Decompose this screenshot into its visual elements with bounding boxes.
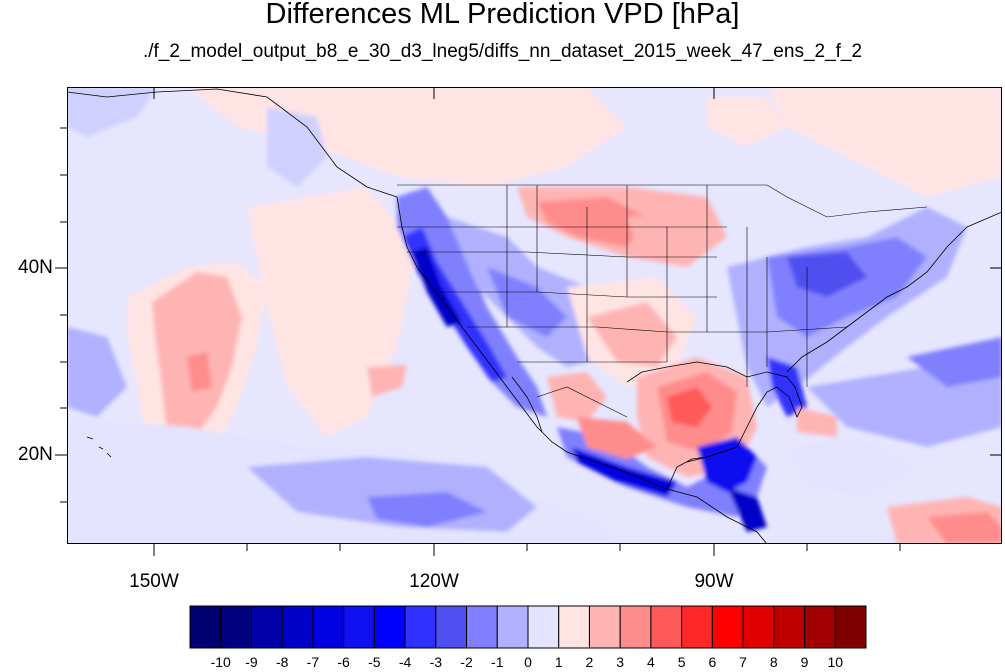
colorbar-box bbox=[588, 605, 621, 649]
field-contours bbox=[67, 87, 1002, 544]
lon-label-90w: 90W bbox=[694, 571, 734, 592]
colorbar-tick-label: -2 bbox=[460, 654, 473, 670]
colorbar-box bbox=[742, 605, 775, 649]
colorbar-tick-label: 10 bbox=[827, 654, 844, 670]
colorbar-tick-label: 4 bbox=[647, 654, 655, 670]
colorbar-tick-label: -9 bbox=[245, 654, 258, 670]
colorbar-box bbox=[281, 605, 314, 649]
colorbar-tick-label: -5 bbox=[368, 654, 381, 670]
colorbar-tick-label: 5 bbox=[677, 654, 686, 670]
colorbar bbox=[189, 605, 867, 649]
colorbar-box bbox=[312, 605, 345, 649]
colorbar-box bbox=[558, 605, 590, 649]
colorbar-tick-label: 3 bbox=[616, 654, 625, 670]
colorbar-tick-label: -6 bbox=[337, 654, 350, 670]
colorbar-tick-label: -10 bbox=[210, 654, 231, 670]
colorbar-box bbox=[619, 605, 652, 649]
colorbar-tick-label: 8 bbox=[769, 654, 778, 670]
colorbar-box bbox=[650, 605, 683, 649]
colorbar-box bbox=[466, 605, 498, 649]
colorbar-box bbox=[220, 605, 252, 649]
colorbar-box bbox=[527, 605, 560, 649]
lat-label-40n: 40N bbox=[18, 257, 53, 278]
colorbar-tick-label: 6 bbox=[708, 654, 717, 670]
colorbar-tick-label: 7 bbox=[739, 654, 747, 670]
map-subtitle: ./f_2_model_output_b8_e_30_d3_lneg5/diff… bbox=[142, 41, 863, 62]
colorbar-box bbox=[834, 605, 867, 649]
political-borders bbox=[397, 184, 928, 418]
colorbar-box bbox=[189, 605, 222, 649]
colorbar-tick-label: 9 bbox=[800, 654, 809, 670]
colorbar-box bbox=[496, 605, 529, 649]
colorbar-tick-label: 2 bbox=[585, 654, 594, 670]
colorbar-box bbox=[343, 605, 375, 649]
colorbar-tick-label: -1 bbox=[491, 654, 504, 670]
lon-label-150w: 150W bbox=[129, 571, 179, 592]
lon-label-120w: 120W bbox=[409, 571, 459, 592]
colorbar-box bbox=[773, 605, 806, 649]
lat-label-20n: 20N bbox=[18, 444, 53, 465]
colorbar-box bbox=[373, 605, 406, 649]
colorbar-box bbox=[804, 605, 836, 649]
colorbar-box bbox=[711, 605, 744, 649]
colorbar-tick-label: -4 bbox=[398, 654, 412, 670]
colorbar-tick-label: -8 bbox=[275, 654, 289, 670]
map-title: Differences ML Prediction VPD [hPa] bbox=[265, 0, 740, 30]
coastlines bbox=[67, 88, 1002, 544]
colorbar-box bbox=[250, 605, 283, 649]
difference-field-map bbox=[67, 87, 1002, 544]
colorbar-tick-label: 1 bbox=[554, 654, 563, 670]
colorbar-box bbox=[681, 605, 713, 649]
colorbar-box bbox=[404, 605, 437, 649]
map-frame bbox=[67, 87, 1002, 544]
colorbar-box bbox=[435, 605, 468, 649]
colorbar-tick-label: -7 bbox=[306, 654, 320, 670]
map-panel bbox=[67, 87, 1002, 544]
colorbar-tick-label: -3 bbox=[429, 654, 443, 670]
colorbar-tick-label: 0 bbox=[524, 654, 532, 670]
